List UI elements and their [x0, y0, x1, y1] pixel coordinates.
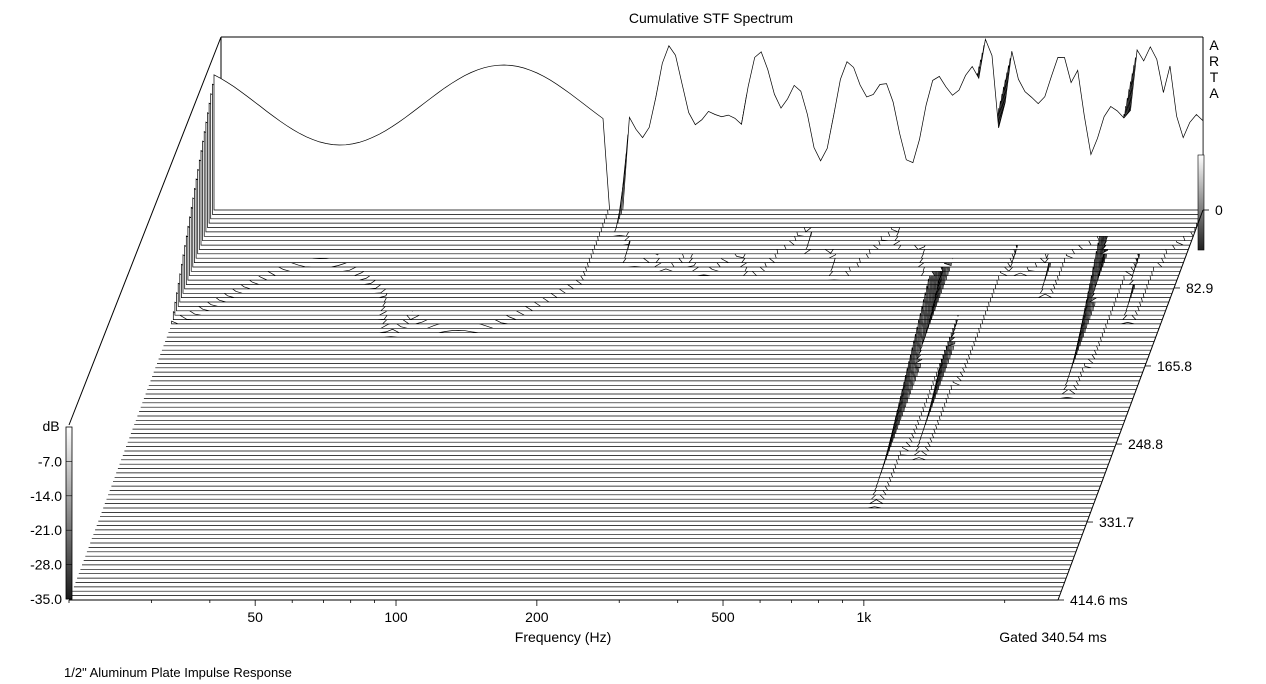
waterfall-slice	[111, 471, 1101, 487]
x-tick-label: 50	[247, 609, 263, 625]
z-axis-line	[1057, 209, 1204, 601]
z-tick-label: 165.8	[1157, 358, 1192, 374]
waterfall-slice	[124, 416, 1114, 452]
waterfall-slice	[129, 395, 1119, 439]
waterfall-slice	[145, 326, 1135, 395]
waterfall-slice	[135, 368, 1125, 421]
waterfall-slice	[176, 196, 1166, 312]
x-tick-label: 500	[711, 609, 735, 625]
waterfall-slice	[161, 258, 1151, 351]
waterfall-slice	[152, 299, 1142, 377]
waterfall-slice	[114, 456, 1104, 478]
waterfall-slice	[165, 244, 1155, 343]
waterfall-slice	[108, 485, 1098, 496]
waterfall-slice	[172, 210, 1163, 321]
y-tick-labels: -7.0 -14.0 -21.0 -28.0 -35.0	[30, 453, 72, 607]
waterfall-slice	[117, 442, 1107, 469]
y-tick-label: -28.0	[30, 557, 62, 573]
waterfall-slice	[113, 464, 1102, 483]
y-tick-label: -14.0	[30, 488, 62, 504]
gate-note: Gated 340.54 ms	[999, 629, 1106, 645]
z-tick-label: 248.8	[1128, 436, 1163, 452]
waterfall-slice	[177, 189, 1168, 307]
waterfall-slice	[143, 333, 1133, 399]
x-tick-labels: 50 100 200 500 1k	[247, 609, 872, 625]
level-color-scale	[1197, 154, 1205, 251]
waterfall-slice	[170, 223, 1159, 329]
waterfall-slice	[174, 203, 1164, 316]
waterfall-slice	[171, 216, 1161, 325]
chart-title: Cumulative STF Spectrum	[629, 10, 793, 26]
waterfall-slice	[103, 506, 1093, 509]
waterfall-slice	[153, 292, 1143, 373]
x-tick-label: 1k	[856, 609, 872, 625]
waterfall-slice	[134, 375, 1124, 426]
waterfall-slice	[132, 381, 1122, 430]
waterfall-slice	[119, 437, 1109, 465]
z-tick-label: 82.9	[1186, 280, 1213, 296]
waterfall-slice	[150, 306, 1140, 382]
waterfall-slice	[148, 313, 1138, 386]
x-axis-label: Frequency (Hz)	[515, 629, 611, 645]
z-tick-label: 331.7	[1099, 514, 1134, 530]
depth-diagonal-edge	[68, 36, 222, 426]
waterfall-slice	[104, 499, 1094, 504]
z-axis-ticks	[1058, 209, 1209, 601]
waterfall-slice	[137, 361, 1127, 417]
y-axis-label: dB	[42, 418, 59, 434]
z-tick-label: 414.6 ms	[1070, 592, 1128, 608]
x-tick-label: 100	[384, 609, 408, 625]
y-tick-label: -21.0	[30, 522, 62, 538]
waterfall-slice	[168, 230, 1158, 334]
waterfall-slice	[160, 265, 1150, 355]
y-tick-label: -7.0	[38, 453, 62, 469]
chart-caption: 1/2" Aluminum Plate Impulse Response	[64, 665, 292, 680]
waterfall-slices	[69, 38, 1204, 601]
z-tick-labels: 0 82.9 165.8 248.8 331.7 414.6 ms	[1070, 202, 1223, 608]
waterfall-slice	[140, 347, 1130, 408]
z-tick-label: 0	[1215, 202, 1223, 218]
waterfall-slice	[213, 38, 1204, 211]
waterfall-slice	[155, 285, 1145, 369]
x-axis-ticks	[68, 600, 1006, 606]
waterfall-slice	[147, 319, 1137, 391]
waterfall-slice	[106, 492, 1096, 500]
x-tick-label: 200	[525, 609, 549, 625]
waterfall-slice	[157, 278, 1146, 364]
waterfall-slice	[142, 340, 1132, 404]
waterfall-slice	[166, 237, 1156, 339]
waterfall-slice	[179, 182, 1169, 303]
waterfall-slice	[127, 402, 1117, 443]
waterfall-slice	[130, 388, 1120, 434]
waterfall-slice	[122, 423, 1112, 456]
db-color-scale	[65, 426, 73, 600]
waterfall-slice	[109, 478, 1099, 491]
waterfall-slice	[121, 430, 1111, 461]
waterfall-slice	[158, 271, 1148, 360]
waterfall-slice	[139, 354, 1129, 412]
waterfall-slice	[163, 251, 1153, 347]
waterfall-slice	[126, 409, 1115, 447]
waterfall-slice	[116, 449, 1106, 474]
y-tick-label: -35.0	[30, 591, 62, 607]
